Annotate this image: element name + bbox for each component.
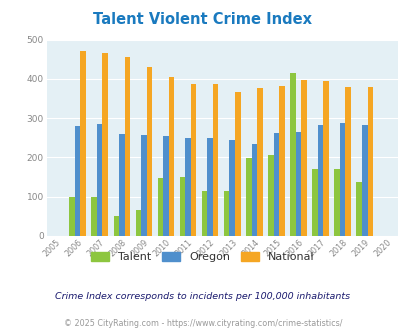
Bar: [141, 135, 146, 236]
Bar: [80, 50, 86, 236]
Legend: Talent, Oregon, National: Talent, Oregon, National: [87, 247, 318, 267]
Bar: [334, 169, 339, 236]
Bar: [229, 140, 234, 236]
Bar: [168, 77, 174, 236]
Bar: [245, 158, 251, 236]
Bar: [224, 191, 229, 236]
Bar: [163, 136, 168, 236]
Bar: [234, 92, 240, 236]
Bar: [345, 87, 350, 236]
Bar: [102, 52, 108, 236]
Bar: [97, 124, 102, 236]
Bar: [119, 134, 124, 236]
Bar: [146, 67, 152, 236]
Bar: [290, 73, 295, 236]
Bar: [75, 126, 80, 236]
Bar: [361, 125, 367, 236]
Bar: [322, 81, 328, 236]
Bar: [251, 144, 256, 236]
Bar: [356, 182, 361, 236]
Bar: [179, 177, 185, 236]
Text: © 2025 CityRating.com - https://www.cityrating.com/crime-statistics/: © 2025 CityRating.com - https://www.city…: [64, 319, 341, 328]
Bar: [135, 210, 141, 236]
Bar: [69, 197, 75, 236]
Bar: [301, 80, 306, 236]
Bar: [185, 138, 190, 236]
Bar: [91, 197, 97, 236]
Bar: [201, 191, 207, 236]
Bar: [273, 133, 279, 236]
Bar: [207, 138, 212, 236]
Bar: [113, 216, 119, 236]
Bar: [190, 84, 196, 236]
Bar: [339, 123, 345, 236]
Bar: [212, 84, 218, 236]
Bar: [256, 88, 262, 236]
Bar: [311, 169, 317, 236]
Bar: [157, 178, 163, 236]
Bar: [279, 85, 284, 236]
Text: Crime Index corresponds to incidents per 100,000 inhabitants: Crime Index corresponds to incidents per…: [55, 292, 350, 301]
Bar: [267, 155, 273, 236]
Bar: [367, 87, 372, 236]
Bar: [317, 125, 322, 236]
Bar: [124, 57, 130, 236]
Text: Talent Violent Crime Index: Talent Violent Crime Index: [93, 12, 312, 26]
Bar: [295, 132, 301, 236]
